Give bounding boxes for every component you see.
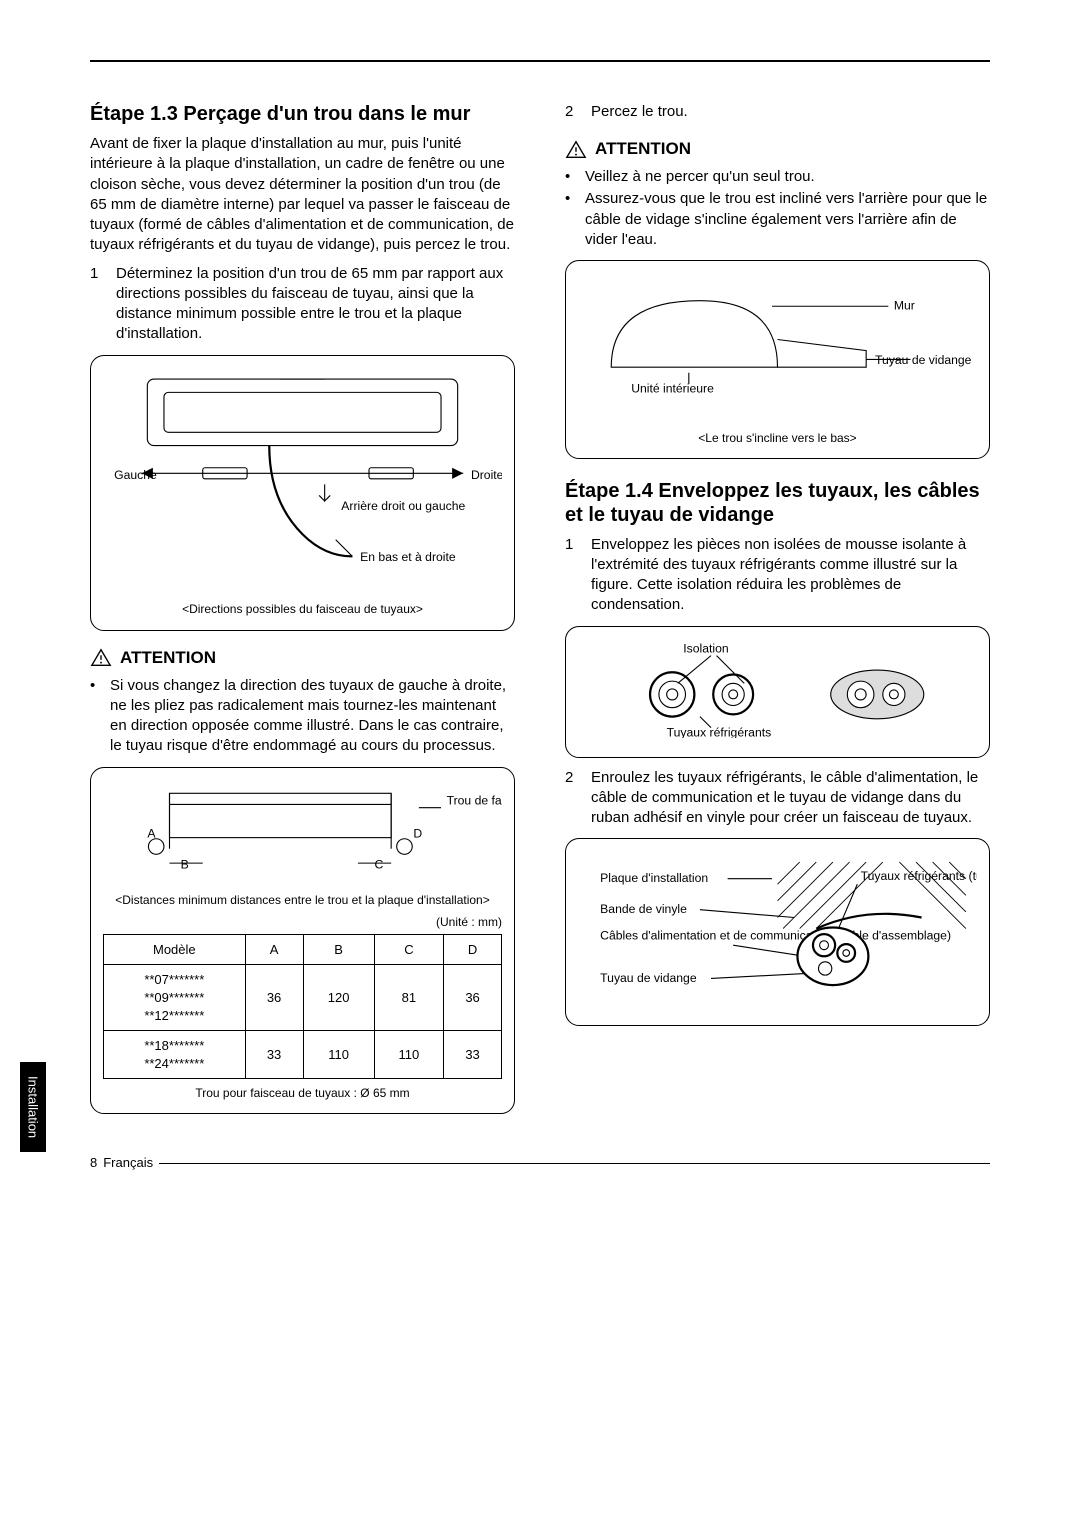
step-1: 1 Déterminez la position d'un trou de 65… — [90, 264, 515, 345]
side-tab: Installation — [20, 1062, 46, 1152]
svg-text:Droite: Droite — [471, 467, 502, 481]
step-number: 2 — [565, 768, 579, 829]
cell: 110 — [303, 1031, 374, 1079]
step-text: Percez le trou. — [591, 102, 688, 122]
attn-item-1: Veillez à ne percer qu'un seul trou. — [565, 167, 990, 187]
cell: 81 — [374, 965, 443, 1031]
attention-item: Si vous changez la direction des tuyaux … — [90, 676, 515, 757]
cell: 33 — [444, 1031, 502, 1079]
th-b: B — [303, 934, 374, 965]
diagram-4: Isolation Tuyaux réfrigérants — [578, 639, 977, 739]
cell: 36 — [444, 965, 502, 1031]
step-number: 1 — [565, 535, 579, 616]
intro-text: Avant de fixer la plaque d'installation … — [90, 134, 515, 256]
step-number: 1 — [90, 264, 104, 345]
th-c: C — [374, 934, 443, 965]
cell: 110 — [374, 1031, 443, 1079]
cell-models-1: **07*********09*********12******* — [104, 965, 246, 1031]
footer-line — [159, 1163, 990, 1164]
svg-text:B: B — [181, 857, 189, 871]
step-14-1: 1 Enveloppez les pièces non isolées de m… — [565, 535, 990, 616]
th-a: A — [245, 934, 303, 965]
svg-text:Tuyau de vidange: Tuyau de vidange — [875, 353, 972, 367]
figure-incline: Mur Tuyau de vidange Unité intérieure <L… — [565, 260, 990, 459]
fig3-caption: <Le trou s'incline vers le bas> — [578, 430, 977, 446]
figure-directions: Gauche Droite Arrière droit ou gauche En… — [90, 355, 515, 631]
warning-icon — [565, 139, 587, 161]
svg-text:Câbles d'alimentation et de co: Câbles d'alimentation et de communicatio… — [600, 929, 951, 943]
step-text: Enveloppez les pièces non isolées de mou… — [591, 535, 990, 616]
cell: 36 — [245, 965, 303, 1031]
attention-label: ATTENTION — [595, 138, 691, 161]
svg-text:En bas et à droite: En bas et à droite — [360, 549, 456, 563]
warning-icon — [90, 647, 112, 669]
heading-1-3: Étape 1.3 Perçage d'un trou dans le mur — [90, 102, 515, 126]
figure-isolation: Isolation Tuyaux réfrigérants — [565, 626, 990, 758]
svg-text:Plaque d'installation: Plaque d'installation — [600, 871, 708, 885]
page-footer: 8 Français — [90, 1154, 990, 1172]
svg-text:Tuyaux réfrigérants (tuyau d'a: Tuyaux réfrigérants (tuyau d'assemblage) — [861, 869, 977, 883]
attention-heading: ATTENTION — [90, 647, 515, 670]
svg-text:Mur: Mur — [894, 299, 915, 313]
svg-text:Unité intérieure: Unité intérieure — [631, 382, 714, 396]
step-number: 2 — [565, 102, 579, 122]
attention-heading-2: ATTENTION — [565, 138, 990, 161]
left-column: Étape 1.3 Perçage d'un trou dans le mur … — [90, 102, 515, 1124]
step-14-2: 2 Enroulez les tuyaux réfrigérants, le c… — [565, 768, 990, 829]
page-lang: Français — [103, 1154, 153, 1172]
cell-models-2: **18*********24******* — [104, 1031, 246, 1079]
fig1-caption: <Directions possibles du faisceau de tuy… — [103, 601, 502, 617]
cell: 120 — [303, 965, 374, 1031]
th-model: Modèle — [104, 934, 246, 965]
svg-text:Tuyaux réfrigérants: Tuyaux réfrigérants — [667, 725, 772, 738]
svg-text:Gauche: Gauche — [114, 467, 157, 481]
svg-text:D: D — [413, 826, 422, 840]
svg-text:Arrière droit ou gauche: Arrière droit ou gauche — [341, 498, 465, 512]
figure-bundle: Plaque d'installation Bande de vinyle Câ… — [565, 838, 990, 1025]
diagram-5: Plaque d'installation Bande de vinyle Câ… — [578, 851, 977, 1006]
svg-text:Isolation: Isolation — [683, 641, 728, 655]
diagram-1: Gauche Droite Arrière droit ou gauche En… — [103, 368, 502, 590]
right-column: 2 Percez le trou. ATTENTION Veillez à ne… — [565, 102, 990, 1124]
svg-text:Bande de vinyle: Bande de vinyle — [600, 903, 687, 917]
fig2-caption: <Distances minimum distances entre le tr… — [103, 892, 502, 908]
th-d: D — [444, 934, 502, 965]
distance-table: Modèle A B C D **07*********09*********1… — [103, 934, 502, 1079]
heading-1-4: Étape 1.4 Enveloppez les tuyaux, les câb… — [565, 479, 990, 527]
svg-text:Tuyau de vidange: Tuyau de vidange — [600, 971, 697, 985]
svg-text:A: A — [147, 826, 156, 840]
attn-item-2: Assurez-vous que le trou est incliné ver… — [565, 189, 990, 250]
figure-distances: A B C D Trou de faisceau de tuyaux <Dist… — [90, 767, 515, 1115]
svg-text:C: C — [375, 857, 384, 871]
svg-text:Trou de faisceau de tuyaux: Trou de faisceau de tuyaux — [447, 793, 502, 807]
diagram-2: A B C D Trou de faisceau de tuyaux — [103, 780, 502, 880]
unit-label: (Unité : mm) — [103, 914, 502, 930]
diagram-3: Mur Tuyau de vidange Unité intérieure — [578, 273, 977, 417]
step-text: Enroulez les tuyaux réfrigérants, le câb… — [591, 768, 990, 829]
table-note: Trou pour faisceau de tuyaux : Ø 65 mm — [103, 1085, 502, 1101]
attention-label: ATTENTION — [120, 647, 216, 670]
page-number: 8 — [90, 1154, 97, 1172]
cell: 33 — [245, 1031, 303, 1079]
step-text: Déterminez la position d'un trou de 65 m… — [116, 264, 515, 345]
step-2: 2 Percez le trou. — [565, 102, 990, 122]
